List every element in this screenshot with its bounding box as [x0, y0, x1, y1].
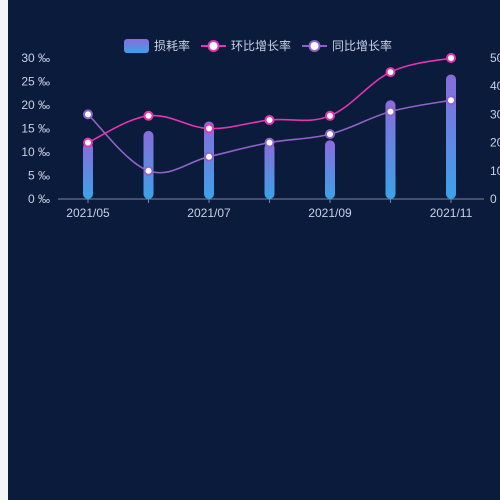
y-axis-left: 0 ‰ 5 ‰ 10 ‰ 15 ‰ 20 ‰ 25 ‰ 30 ‰ [21, 51, 50, 206]
point-yoy-growth[interactable] [325, 129, 335, 140]
x-tick-label: 2021/05 [66, 206, 110, 220]
legend-item-loss-rate[interactable]: 损耗率 [124, 38, 190, 53]
point-yoy-growth[interactable] [446, 95, 456, 106]
x-tick-label: 2021/11 [430, 206, 473, 220]
legend-item-mom-growth[interactable]: 环比增长率 [201, 38, 291, 53]
bar-loss-rate[interactable] [83, 142, 93, 199]
point-mom-growth[interactable] [385, 67, 396, 78]
point-yoy-growth[interactable] [264, 137, 275, 148]
bar-loss-rate[interactable] [446, 74, 456, 199]
point-mom-growth[interactable] [204, 123, 214, 134]
line-mom-growth[interactable] [87, 57, 452, 144]
point-yoy-growth[interactable] [83, 109, 93, 120]
y-right-tick-label: 40 [490, 79, 500, 93]
y-left-tick-label: 20 ‰ [21, 98, 50, 112]
point-mom-growth[interactable] [143, 110, 154, 121]
bar-loss-rate[interactable] [143, 130, 154, 199]
y-left-tick-label: 15 ‰ [21, 122, 50, 136]
bar-loss-rate[interactable] [325, 140, 335, 199]
legend-item-yoy-growth[interactable]: 同比增长率 [302, 38, 392, 53]
y-right-tick-label: 30 [490, 107, 500, 121]
x-axis-ticks: 2021/05 2021/07 2021/09 2021/11 [66, 199, 473, 220]
y-axis-right: 0 10 20 30 40 50 [490, 51, 500, 206]
y-left-tick-label: 30 ‰ [21, 51, 50, 65]
point-yoy-growth[interactable] [204, 151, 214, 162]
point-mom-growth[interactable] [264, 115, 275, 126]
y-left-tick-label: 10 ‰ [21, 145, 50, 159]
legend-marker-mom-growth [207, 40, 220, 52]
point-mom-growth[interactable] [325, 110, 335, 121]
y-right-tick-label: 50 [490, 51, 500, 65]
y-right-tick-label: 20 [490, 136, 500, 150]
legend-swatch-loss-rate [124, 39, 149, 53]
legend-label-yoy-growth: 同比增长率 [332, 38, 392, 53]
legend-marker-yoy-growth [308, 40, 321, 52]
chart-panel [8, 0, 500, 500]
legend-label-mom-growth: 环比增长率 [231, 38, 291, 53]
point-yoy-growth[interactable] [143, 165, 154, 176]
line-series [83, 53, 456, 176]
y-left-tick-label: 0 ‰ [28, 192, 50, 206]
legend: 损耗率 环比增长率 同比增长率 [124, 38, 392, 53]
point-yoy-growth[interactable] [385, 106, 396, 117]
y-left-tick-label: 5 ‰ [28, 169, 50, 183]
point-mom-growth[interactable] [83, 137, 93, 148]
bar-loss-rate[interactable] [385, 100, 396, 199]
y-right-tick-label: 10 [490, 164, 500, 178]
x-tick-label: 2021/09 [308, 206, 352, 220]
y-right-tick-label: 0 [490, 192, 497, 206]
bar-series [83, 74, 456, 199]
x-tick-label: 2021/07 [187, 206, 231, 220]
point-mom-growth[interactable] [446, 53, 456, 63]
y-left-tick-label: 25 ‰ [21, 75, 50, 89]
bar-loss-rate[interactable] [264, 142, 275, 199]
legend-label-loss-rate: 损耗率 [154, 38, 190, 53]
